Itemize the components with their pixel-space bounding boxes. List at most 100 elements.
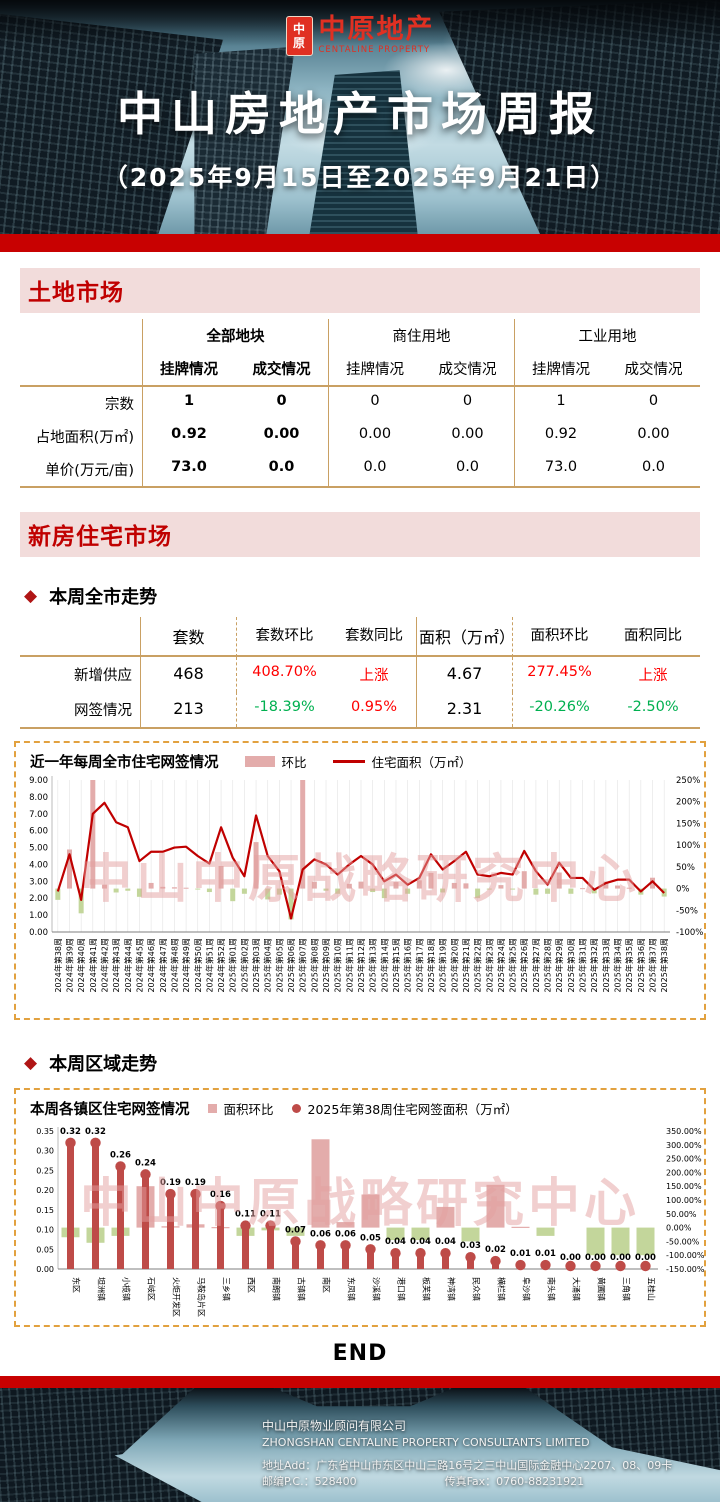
svg-text:2025年第09周: 2025年第09周 bbox=[321, 938, 331, 993]
svg-text:东区: 东区 bbox=[72, 1277, 82, 1293]
svg-text:南朗镇: 南朗镇 bbox=[272, 1277, 282, 1301]
svg-text:150.00%: 150.00% bbox=[666, 1182, 702, 1191]
line-swatch-icon bbox=[332, 760, 365, 763]
svg-text:2025年第05周: 2025年第05周 bbox=[274, 938, 284, 993]
svg-text:大涌镇: 大涌镇 bbox=[572, 1277, 582, 1301]
row-label-price: 单价(万元/亩) bbox=[45, 463, 134, 479]
svg-text:150%: 150% bbox=[676, 819, 700, 829]
centaline-seal-icon: 中原 bbox=[285, 16, 313, 56]
svg-text:港口镇: 港口镇 bbox=[397, 1277, 407, 1301]
svg-text:2025年第34周: 2025年第34周 bbox=[613, 938, 623, 993]
svg-text:0.15: 0.15 bbox=[36, 1206, 54, 1215]
svg-text:三乡镇: 三乡镇 bbox=[222, 1277, 232, 1301]
row-label-new-supply: 新增供应 bbox=[74, 668, 132, 684]
report-date-range: （2025年9月15日至2025年9月21日） bbox=[102, 163, 618, 192]
svg-text:2025年第18周: 2025年第18周 bbox=[426, 938, 436, 993]
svg-text:-50.00%: -50.00% bbox=[666, 1237, 700, 1246]
svg-text:0.00: 0.00 bbox=[29, 928, 48, 938]
weekly-trend-table: 套数 套数环比 套数同比 面积（万㎡） 面积环比 面积同比 新增供应 468 4… bbox=[20, 617, 700, 729]
svg-text:西区: 西区 bbox=[247, 1277, 256, 1293]
svg-text:2025年第29周: 2025年第29周 bbox=[554, 938, 564, 993]
svg-text:0.16: 0.16 bbox=[210, 1190, 231, 1200]
svg-text:0.19: 0.19 bbox=[185, 1178, 206, 1188]
svg-text:1.00: 1.00 bbox=[29, 911, 48, 921]
svg-text:5.00: 5.00 bbox=[29, 844, 48, 854]
company-address: 地址Add：广东省中山市东区中山三路16号之三中山国际金融中心2207、08、0… bbox=[262, 1459, 673, 1473]
svg-text:2025年第17周: 2025年第17周 bbox=[414, 938, 424, 993]
svg-text:0.00: 0.00 bbox=[635, 1253, 656, 1263]
svg-text:2.00: 2.00 bbox=[29, 894, 48, 904]
weekly-trend-section-title: ◆ 本周全市走势 bbox=[24, 586, 158, 608]
regional-trend-section-title: ◆ 本周区域走势 bbox=[24, 1053, 158, 1075]
svg-text:2025年第01周: 2025年第01周 bbox=[228, 938, 238, 993]
company-name-en: ZHONGSHAN CENTALINE PROPERTY CONSULTANTS… bbox=[262, 1436, 590, 1450]
svg-text:0.04: 0.04 bbox=[410, 1237, 431, 1247]
bar-swatch-icon bbox=[244, 756, 275, 767]
svg-text:0.32: 0.32 bbox=[85, 1127, 106, 1137]
svg-text:-100.00%: -100.00% bbox=[666, 1251, 705, 1260]
svg-text:0.32: 0.32 bbox=[60, 1127, 81, 1137]
svg-text:0.24: 0.24 bbox=[135, 1158, 156, 1168]
svg-text:0%: 0% bbox=[676, 885, 690, 895]
svg-text:2024年第46周: 2024年第46周 bbox=[146, 938, 156, 993]
svg-text:8.00: 8.00 bbox=[29, 793, 48, 803]
col-group-industrial: 工业用地 bbox=[514, 319, 700, 352]
top-shade bbox=[0, 0, 720, 46]
svg-text:2025年第15周: 2025年第15周 bbox=[391, 938, 401, 993]
svg-text:三角镇: 三角镇 bbox=[622, 1277, 632, 1301]
svg-text:2024年第38周: 2024年第38周 bbox=[53, 938, 63, 993]
svg-text:2025年第07周: 2025年第07周 bbox=[298, 938, 308, 993]
svg-text:南头镇: 南头镇 bbox=[547, 1277, 557, 1301]
svg-text:2024年第49周: 2024年第49周 bbox=[181, 938, 191, 993]
svg-text:0.11: 0.11 bbox=[235, 1210, 256, 1220]
dot-swatch-icon bbox=[291, 1104, 301, 1113]
svg-text:小榄镇: 小榄镇 bbox=[122, 1277, 132, 1301]
svg-text:横栏镇: 横栏镇 bbox=[497, 1277, 507, 1301]
centaline-logo: 中原 中原地产 CENTALINE PROPERTY bbox=[0, 16, 720, 56]
svg-text:东凤镇: 东凤镇 bbox=[347, 1277, 357, 1301]
red-divider-bottom bbox=[0, 1376, 720, 1388]
svg-text:300.00%: 300.00% bbox=[666, 1141, 702, 1150]
svg-text:100.00%: 100.00% bbox=[666, 1196, 702, 1205]
svg-text:-150.00%: -150.00% bbox=[666, 1265, 705, 1274]
hero-header: 中原 中原地产 CENTALINE PROPERTY 中山房地产市场周报 （20… bbox=[0, 0, 720, 234]
svg-text:0.06: 0.06 bbox=[310, 1229, 331, 1239]
svg-text:2025年第11周: 2025年第11周 bbox=[344, 938, 354, 993]
svg-text:0.20: 0.20 bbox=[36, 1186, 54, 1195]
svg-text:4.00: 4.00 bbox=[29, 860, 48, 870]
svg-text:0.02: 0.02 bbox=[485, 1245, 506, 1255]
svg-text:2025年第20周: 2025年第20周 bbox=[449, 938, 459, 993]
svg-text:250.00%: 250.00% bbox=[666, 1155, 702, 1164]
housing-market-banner: 新房住宅市场 bbox=[20, 512, 700, 557]
svg-text:200.00%: 200.00% bbox=[666, 1168, 702, 1177]
svg-text:民众镇: 民众镇 bbox=[472, 1277, 482, 1301]
svg-text:2024年第51周: 2024年第51周 bbox=[204, 938, 214, 993]
svg-text:石岐区: 石岐区 bbox=[147, 1277, 157, 1301]
svg-text:阜沙镇: 阜沙镇 bbox=[522, 1277, 532, 1301]
svg-text:黄圃镇: 黄圃镇 bbox=[597, 1277, 607, 1301]
svg-text:0.01: 0.01 bbox=[535, 1249, 556, 1259]
svg-text:0.07: 0.07 bbox=[285, 1225, 306, 1235]
svg-text:2025年第10周: 2025年第10周 bbox=[333, 938, 343, 993]
company-fax: 传真Fax：0760-88231921 bbox=[444, 1475, 585, 1489]
svg-text:五桂山: 五桂山 bbox=[647, 1277, 657, 1301]
svg-text:0.25: 0.25 bbox=[36, 1166, 54, 1175]
svg-text:0.00: 0.00 bbox=[610, 1253, 631, 1263]
svg-text:2025年第33周: 2025年第33周 bbox=[601, 938, 611, 993]
svg-text:2025年第26周: 2025年第26周 bbox=[519, 938, 529, 993]
svg-text:2024年第41周: 2024年第41周 bbox=[88, 938, 98, 993]
svg-text:0.00%: 0.00% bbox=[666, 1224, 692, 1233]
chart1-legend-area: 住宅面积（万㎡） bbox=[332, 752, 472, 771]
svg-text:2025年第31周: 2025年第31周 bbox=[578, 938, 588, 993]
row-label-signings: 网签情况 bbox=[74, 703, 132, 719]
col-group-commercial: 商住用地 bbox=[328, 319, 514, 352]
svg-text:0.01: 0.01 bbox=[510, 1249, 531, 1259]
svg-text:坦洲镇: 坦洲镇 bbox=[97, 1277, 107, 1301]
svg-text:2025年第35周: 2025年第35周 bbox=[624, 938, 634, 993]
svg-text:2025年第21周: 2025年第21周 bbox=[461, 938, 471, 993]
svg-text:0.03: 0.03 bbox=[460, 1241, 481, 1251]
svg-text:2024年第43周: 2024年第43周 bbox=[111, 938, 121, 993]
svg-text:50%: 50% bbox=[676, 863, 695, 873]
svg-text:0.04: 0.04 bbox=[435, 1237, 456, 1247]
svg-text:2025年第08周: 2025年第08周 bbox=[309, 938, 319, 993]
